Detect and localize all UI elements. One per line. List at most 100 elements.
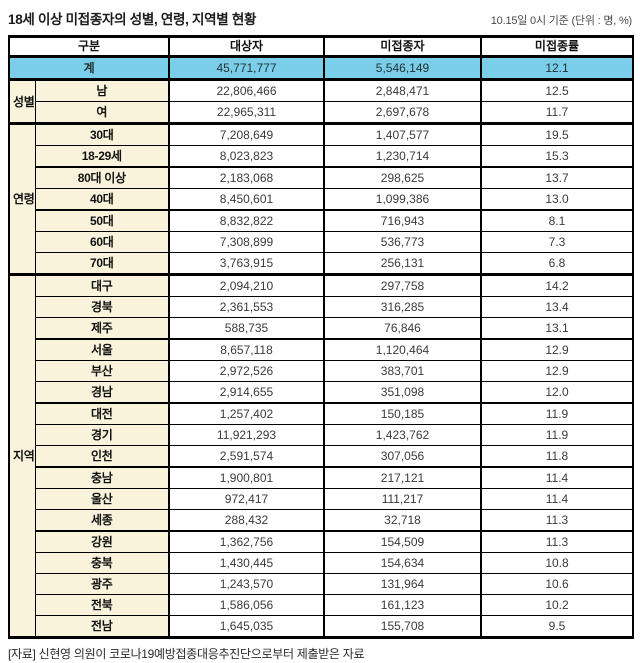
cell-label: 경남 xyxy=(34,381,170,404)
table-row: 세종 288,432 32,718 11.3 xyxy=(9,509,634,532)
cell-target: 588,735 xyxy=(168,317,325,340)
table-row: 경기 11,921,293 1,423,762 11.9 xyxy=(9,424,634,446)
cell-unvaccinated: 351,098 xyxy=(323,381,482,404)
table-row: 60대 7,308,899 536,773 7.3 xyxy=(9,231,634,253)
cell-unvaccinated: 2,848,471 xyxy=(323,79,482,102)
table-row: 부산 2,972,526 383,701 12.9 xyxy=(9,360,634,382)
cell-label: 전북 xyxy=(34,594,170,616)
cell-target: 1,430,445 xyxy=(168,552,325,574)
cell-unvaccinated: 1,230,714 xyxy=(323,145,482,168)
table-row: 광주 1,243,570 131,964 10.6 xyxy=(9,573,634,595)
cell-unvaccinated: 161,123 xyxy=(323,594,482,616)
unvaccinated-status-table: 구분 대상자 미접종자 미접종률 계 45,771,777 5,546,149 12.… xyxy=(8,35,634,639)
cell-rate: 7.3 xyxy=(480,231,634,253)
cell-label: 울산 xyxy=(34,488,170,510)
cell-label: 50대 xyxy=(34,209,170,232)
cell-rate: 13.1 xyxy=(480,317,634,340)
cell-target: 8,023,823 xyxy=(168,145,325,168)
table-row: 충남 1,900,801 217,121 11.4 xyxy=(9,466,634,489)
cell-unvaccinated: 111,217 xyxy=(323,488,482,510)
cell-unvaccinated: 1,407,577 xyxy=(323,123,482,146)
cell-rate: 19.5 xyxy=(480,123,634,146)
cell-label: 30대 xyxy=(34,123,170,146)
cell-target: 8,450,601 xyxy=(168,188,325,211)
col-header-target: 대상자 xyxy=(168,35,325,58)
cell-target: 1,243,570 xyxy=(168,573,325,595)
table-row: 전북 1,586,056 161,123 10.2 xyxy=(9,594,634,616)
total-row: 계 45,771,777 5,546,149 12.1 xyxy=(8,55,634,81)
table-row: 전남 1,645,035 155,708 9.5 xyxy=(9,615,634,639)
reference-date-caption: 10.15일 0시 기준 (단위 : 명, %) xyxy=(490,15,632,27)
cell-rate: 12.5 xyxy=(480,79,634,102)
cell-target: 2,183,068 xyxy=(168,166,325,189)
cell-unvaccinated: 150,185 xyxy=(323,402,482,425)
cell-target: 1,586,056 xyxy=(168,594,325,616)
cell-label: 대구 xyxy=(34,274,170,297)
page-title: 18세 이상 미접종자의 성별, 연령, 지역별 현황 xyxy=(8,12,257,27)
cell-label: 경기 xyxy=(34,424,170,446)
cell-label: 전남 xyxy=(34,615,170,639)
cell-rate: 11.8 xyxy=(480,445,634,468)
table-row: 50대 8,832,822 716,943 8.1 xyxy=(9,209,634,232)
table-row: 70대 3,763,915 256,131 6.8 xyxy=(9,252,634,276)
cell-rate: 11.3 xyxy=(480,509,634,532)
cell-target: 22,806,466 xyxy=(168,79,325,102)
cell-rate: 11.9 xyxy=(480,424,634,446)
cell-target: 11,921,293 xyxy=(168,424,325,446)
cell-label: 계 xyxy=(8,55,170,81)
cell-unvaccinated: 155,708 xyxy=(323,615,482,639)
table-row: 경남 2,914,655 351,098 12.0 xyxy=(9,381,634,404)
cell-unvaccinated: 5,546,149 xyxy=(323,55,482,81)
cell-rate: 11.4 xyxy=(480,466,634,489)
cell-rate: 11.4 xyxy=(480,488,634,510)
cell-unvaccinated: 1,099,386 xyxy=(323,188,482,211)
cell-rate: 13.4 xyxy=(480,296,634,318)
cell-unvaccinated: 154,509 xyxy=(323,530,482,553)
cell-rate: 10.6 xyxy=(480,573,634,595)
cell-unvaccinated: 1,120,464 xyxy=(323,338,482,361)
col-header-category: 구분 xyxy=(8,35,170,58)
col-header-unvaccinated: 미접종자 xyxy=(323,35,482,58)
cell-target: 2,361,553 xyxy=(168,296,325,318)
cell-target: 22,965,311 xyxy=(168,101,325,125)
cell-target: 288,432 xyxy=(168,509,325,532)
cell-label: 70대 xyxy=(34,252,170,276)
cell-unvaccinated: 131,964 xyxy=(323,573,482,595)
cell-rate: 15.3 xyxy=(480,145,634,168)
cell-label: 18-29세 xyxy=(34,145,170,168)
table-row: 여 22,965,311 2,697,678 11.7 xyxy=(9,101,634,125)
cell-rate: 13.0 xyxy=(480,188,634,211)
cell-label: 충북 xyxy=(34,552,170,574)
cell-target: 1,362,756 xyxy=(168,530,325,553)
cell-unvaccinated: 154,634 xyxy=(323,552,482,574)
cell-target: 1,900,801 xyxy=(168,466,325,489)
cell-rate: 6.8 xyxy=(480,252,634,276)
cell-rate: 8.1 xyxy=(480,209,634,232)
cell-unvaccinated: 536,773 xyxy=(323,231,482,253)
cell-target: 45,771,777 xyxy=(168,55,325,81)
cell-target: 2,591,574 xyxy=(168,445,325,468)
table-row: 제주 588,735 76,846 13.1 xyxy=(9,317,634,340)
cell-unvaccinated: 307,056 xyxy=(323,445,482,468)
cell-rate: 12.0 xyxy=(480,381,634,404)
cell-unvaccinated: 217,121 xyxy=(323,466,482,489)
cell-rate: 10.8 xyxy=(480,552,634,574)
table-row: 충북 1,430,445 154,634 10.8 xyxy=(9,552,634,574)
cell-label: 서울 xyxy=(34,338,170,361)
cell-label: 60대 xyxy=(34,231,170,253)
cell-target: 2,914,655 xyxy=(168,381,325,404)
cell-label: 광주 xyxy=(34,573,170,595)
cell-group: 지역 xyxy=(8,274,36,639)
cell-label: 80대 이상 xyxy=(34,166,170,189)
cell-group: 연령 xyxy=(8,123,36,276)
cell-unvaccinated: 383,701 xyxy=(323,360,482,382)
cell-target: 3,763,915 xyxy=(168,252,325,276)
cell-unvaccinated: 1,423,762 xyxy=(323,424,482,446)
table-header: 구분 대상자 미접종자 미접종률 xyxy=(8,35,634,58)
cell-target: 7,208,649 xyxy=(168,123,325,146)
cell-rate: 12.1 xyxy=(480,55,634,81)
cell-label: 경북 xyxy=(34,296,170,318)
cell-unvaccinated: 716,943 xyxy=(323,209,482,232)
cell-label: 대전 xyxy=(34,402,170,425)
